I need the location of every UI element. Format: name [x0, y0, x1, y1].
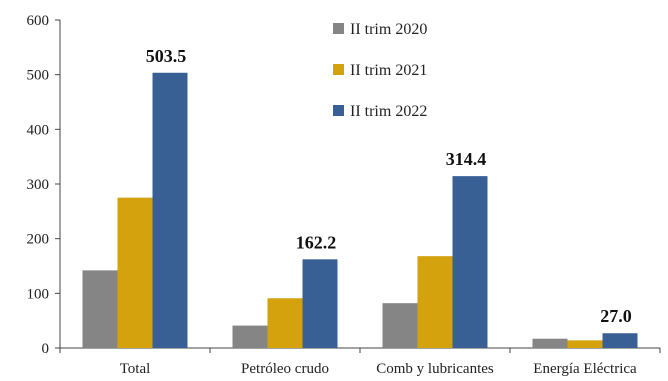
y-tick-label: 200: [27, 232, 50, 248]
bar: [152, 72, 188, 349]
data-label: 162.2: [296, 232, 337, 252]
legend-label: II trim 2020: [350, 21, 427, 38]
bar: [267, 298, 303, 348]
legend-swatch: [333, 64, 344, 75]
data-label: 27.0: [600, 306, 632, 326]
legend-swatch: [333, 23, 344, 34]
legend: II trim 2020 II trim 2021 II trim 2022: [333, 21, 427, 120]
bar: [602, 333, 638, 348]
x-tick-label: Petróleo crudo: [241, 361, 329, 377]
bar: [232, 325, 268, 348]
data-label: 503.5: [146, 46, 187, 66]
x-tick-label: Comb y lubricantes: [376, 361, 494, 377]
bar: [417, 256, 453, 348]
x-tick-label: Total: [120, 361, 151, 377]
y-tick-label: 100: [27, 286, 50, 302]
data-label: 314.4: [446, 149, 487, 169]
bars: [82, 72, 638, 349]
y-tick-label: 300: [27, 177, 50, 193]
data-labels: 503.5 162.2 314.4 27.0: [146, 46, 632, 326]
legend-label: II trim 2021: [350, 62, 427, 79]
y-tick-label: 0: [42, 341, 50, 357]
bar: [532, 338, 568, 348]
legend-label: II trim 2022: [350, 103, 427, 120]
bar: [567, 340, 603, 348]
y-tick-label: 400: [27, 122, 50, 138]
bar: [117, 197, 153, 348]
y-tick-label: 500: [27, 68, 50, 84]
y-tick-label: 600: [27, 13, 50, 29]
axes: 0 100 200 300 400 500 600 Total Petróleo crudo Co…: [27, 13, 661, 377]
legend-swatch: [333, 105, 344, 116]
bar: [302, 259, 338, 348]
bar: [82, 270, 118, 348]
bar: [382, 303, 418, 348]
x-tick-label: Energía Eléctrica: [533, 361, 637, 377]
bar: [452, 176, 488, 348]
